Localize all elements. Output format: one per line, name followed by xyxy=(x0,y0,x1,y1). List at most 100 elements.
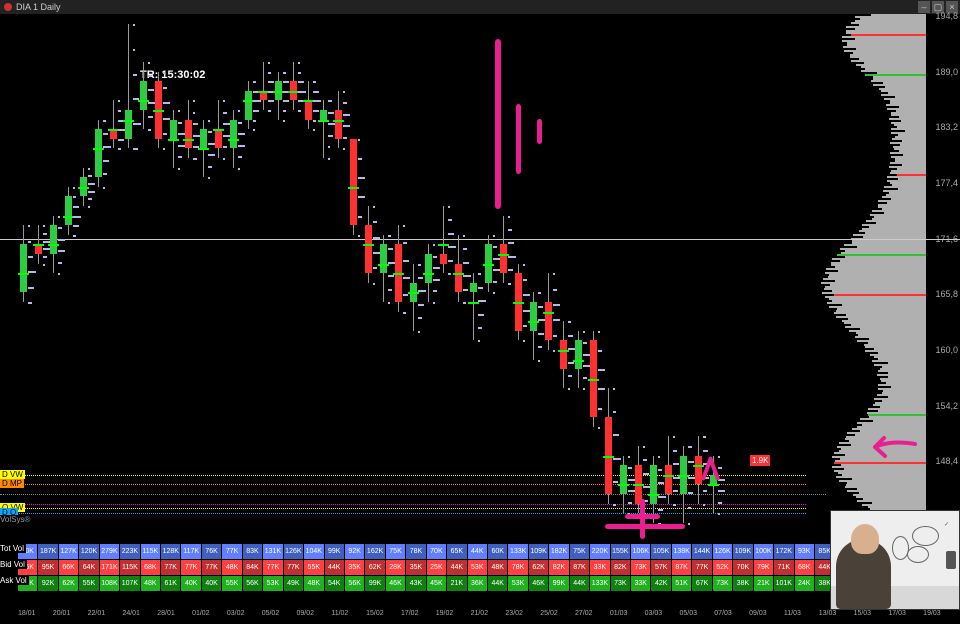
volume-cell: 62K xyxy=(365,560,385,575)
candle xyxy=(680,446,687,523)
candle xyxy=(440,206,447,273)
volume-cell: 138K xyxy=(672,544,692,559)
volume-cell: 77K xyxy=(202,560,222,575)
volume-cell: 48K xyxy=(222,560,242,575)
volume-cell: 56K xyxy=(243,576,263,591)
volume-cell: 109K xyxy=(529,544,549,559)
volume-cell: 84K xyxy=(243,560,263,575)
volume-cell: 126K xyxy=(713,544,733,559)
date-tick-label: 11/03 xyxy=(784,610,801,617)
date-tick-label: 03/03 xyxy=(645,610,663,617)
volume-cell: 133K xyxy=(590,576,610,591)
candle xyxy=(485,235,492,293)
volume-cell: 33K xyxy=(631,576,651,591)
candle xyxy=(605,388,612,503)
volume-cell: 68K xyxy=(141,560,161,575)
volume-cell: 279K xyxy=(100,544,120,559)
candle xyxy=(260,62,267,110)
candle xyxy=(320,100,327,158)
volume-cell: 25K xyxy=(427,560,447,575)
annotation-mark xyxy=(605,524,685,529)
date-axis: 18/0120/0122/0124/0128/0101/0203/0205/02… xyxy=(0,610,960,624)
candle xyxy=(425,244,432,302)
volume-cell: 61K xyxy=(161,576,181,591)
webcam-overlay: ✓ xyxy=(830,510,960,610)
volume-cell: 126K xyxy=(284,544,304,559)
price-tick-label: 154,2 xyxy=(935,401,958,411)
date-tick-label: 17/02 xyxy=(401,610,419,617)
volume-cell: 220K xyxy=(590,544,610,559)
volume-cell: 187K xyxy=(38,544,58,559)
chart-area[interactable]: 194,8189,0183,2177,4171,6165,8160,0154,2… xyxy=(0,14,960,624)
date-tick-label: 19/03 xyxy=(923,610,941,617)
level-label: D VW xyxy=(0,470,25,479)
volume-cell: 93K xyxy=(795,544,815,559)
volume-cell: 82K xyxy=(549,560,569,575)
price-tick-label: 194,8 xyxy=(935,11,958,21)
volume-footprint-panel: Tot VolBid VolAsk Vol70K187K127K120K279K… xyxy=(0,544,960,610)
indicator-brand-label: VolSys® xyxy=(0,515,30,524)
candle xyxy=(455,235,462,302)
volume-cell: 44K xyxy=(468,544,488,559)
candle xyxy=(200,120,207,178)
date-tick-label: 25/02 xyxy=(540,610,558,617)
volume-cell: 131K xyxy=(263,544,283,559)
volume-cell: 48K xyxy=(304,576,324,591)
candle xyxy=(620,456,627,514)
volume-cell: 67K xyxy=(692,576,712,591)
price-tick-label: 165,8 xyxy=(935,289,958,299)
app-icon xyxy=(4,3,12,11)
volume-cell: 53K xyxy=(508,576,528,591)
volume-cell: 127K xyxy=(59,544,79,559)
candle xyxy=(245,81,252,129)
minimize-button[interactable]: – xyxy=(918,1,930,13)
date-tick-label: 23/02 xyxy=(505,610,523,617)
volume-cell: 48K xyxy=(141,576,161,591)
date-tick-label: 28/01 xyxy=(157,610,175,617)
volume-cell: 21K xyxy=(447,576,467,591)
volume-cell: 40K xyxy=(202,576,222,591)
volume-cell: 38K xyxy=(733,576,753,591)
date-tick-label: 01/02 xyxy=(192,610,210,617)
volume-cell: 77K xyxy=(181,560,201,575)
volume-cell: 78K xyxy=(406,544,426,559)
date-tick-label: 05/03 xyxy=(679,610,697,617)
date-tick-label: 11/02 xyxy=(331,610,348,617)
volume-cell: 55K xyxy=(222,576,242,591)
candlestick-plot[interactable]: TR: 15:30:02 1.9K D VWD MPO VWD O xyxy=(0,14,806,542)
date-tick-label: 03/02 xyxy=(227,610,245,617)
volume-cell: 33K xyxy=(590,560,610,575)
date-tick-label: 20/01 xyxy=(53,610,71,617)
annotation-mark xyxy=(640,499,645,539)
candle xyxy=(185,100,192,158)
volume-cell: 77K xyxy=(222,544,242,559)
candle xyxy=(170,110,177,168)
volume-cell: 44K xyxy=(325,560,345,575)
date-tick-label: 17/03 xyxy=(888,610,906,617)
volume-cell: 77K xyxy=(692,560,712,575)
candle xyxy=(410,264,417,331)
volume-cell: 56K xyxy=(345,576,365,591)
candle xyxy=(95,120,102,187)
volume-cell: 171K xyxy=(100,560,120,575)
horizontal-level-line xyxy=(0,494,826,495)
candle xyxy=(365,206,372,283)
date-tick-label: 15/03 xyxy=(854,610,872,617)
volume-cell: 55K xyxy=(304,560,324,575)
date-tick-label: 05/02 xyxy=(262,610,280,617)
volume-cell: 75K xyxy=(386,544,406,559)
volume-cell: 35K xyxy=(406,560,426,575)
volume-cell: 21K xyxy=(754,576,774,591)
volume-cell: 75K xyxy=(570,544,590,559)
candle xyxy=(155,72,162,149)
date-tick-label: 15/02 xyxy=(366,610,384,617)
price-axis: 194,8189,0183,2177,4171,6165,8160,0154,2… xyxy=(926,14,960,542)
volume-cell: 46K xyxy=(529,576,549,591)
current-price-badge: 1.9K xyxy=(750,455,770,466)
date-tick-label: 22/01 xyxy=(88,610,106,617)
date-tick-label: 24/01 xyxy=(122,610,140,617)
volume-cell: 49K xyxy=(284,576,304,591)
volume-cell: 99K xyxy=(325,544,345,559)
volume-cell: 64K xyxy=(79,560,99,575)
candle xyxy=(20,225,27,302)
